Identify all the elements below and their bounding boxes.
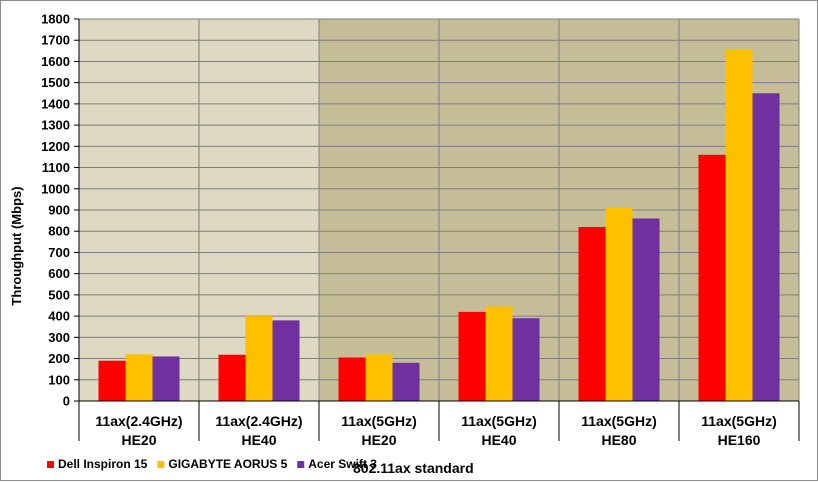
legend-swatch [47,461,54,468]
gridlines [79,18,800,401]
y-tick-label: 400 [48,309,70,324]
y-tick-label: 1300 [41,118,70,133]
category-label: 11ax(2.4GHz) [95,413,182,429]
y-axis-label: Throughput (Mbps) [9,186,24,305]
y-tick-label: 700 [48,245,70,260]
y-tick-labels: 0 100 200 300 400 500 600 700 800 900 1000 1100 1200… [41,12,70,409]
bar [512,318,540,401]
y-tick-label: 1700 [41,33,70,48]
bar [725,49,753,402]
category-label: 11ax(5GHz) [341,413,416,429]
bar [218,354,246,401]
legend-entry-label: Dell Inspiron 15 [58,457,148,471]
bar [752,93,780,402]
y-tick-label: 0 [63,394,70,409]
category-label: 11ax(5GHz) [461,413,536,429]
bar [392,362,420,401]
category-label: HE40 [241,432,276,448]
axes [74,18,800,441]
category-label: HE80 [601,432,636,448]
bar [338,357,366,401]
y-tick-label: 100 [48,372,70,387]
bar [245,316,273,401]
category-label: 11ax(5GHz) [701,413,776,429]
category-label: 11ax(2.4GHz) [215,413,302,429]
bar [485,306,513,401]
bar [632,218,660,401]
y-tick-label: 1600 [41,54,70,69]
bar [458,311,486,401]
y-tick-label: 800 [48,224,70,239]
legend-swatch [157,461,165,468]
bar [98,360,126,401]
category-label: HE20 [121,432,156,448]
y-tick-label: 1200 [41,139,70,154]
category-label: HE40 [481,432,516,448]
bar [152,356,180,401]
legend: Dell Inspiron 15 GIGABYTE AORUS 5 Acer Swi… [47,457,377,471]
bar [272,320,300,401]
y-tick-label: 1500 [41,75,70,90]
x-axis-label: 802.11ax standard [353,460,474,476]
category-label: HE20 [361,432,396,448]
category-label: 11ax(5GHz) [581,413,656,429]
bar [698,154,726,401]
y-tick-label: 600 [48,266,70,281]
bars [98,49,780,402]
y-tick-label: 300 [48,330,70,345]
category-label: HE160 [718,432,761,448]
y-tick-label: 1400 [41,96,70,111]
y-tick-label: 900 [48,203,70,218]
legend-entry-label: GIGABYTE AORUS 5 [168,457,287,471]
category-labels: 11ax(2.4GHz) HE20 11ax(2.4GHz) HE40 11ax(5GH… [95,413,776,448]
y-tick-label: 1000 [41,181,70,196]
y-tick-label: 200 [48,351,70,366]
bar [125,354,153,401]
bar [578,226,606,401]
y-tick-label: 500 [48,287,70,302]
legend-entry-label: Acer Swift 3 [308,457,377,471]
bar [365,354,393,401]
bar [605,207,633,401]
y-tick-label: 1800 [41,12,70,27]
y-tick-label: 1100 [42,160,70,175]
legend-swatch [297,461,305,468]
